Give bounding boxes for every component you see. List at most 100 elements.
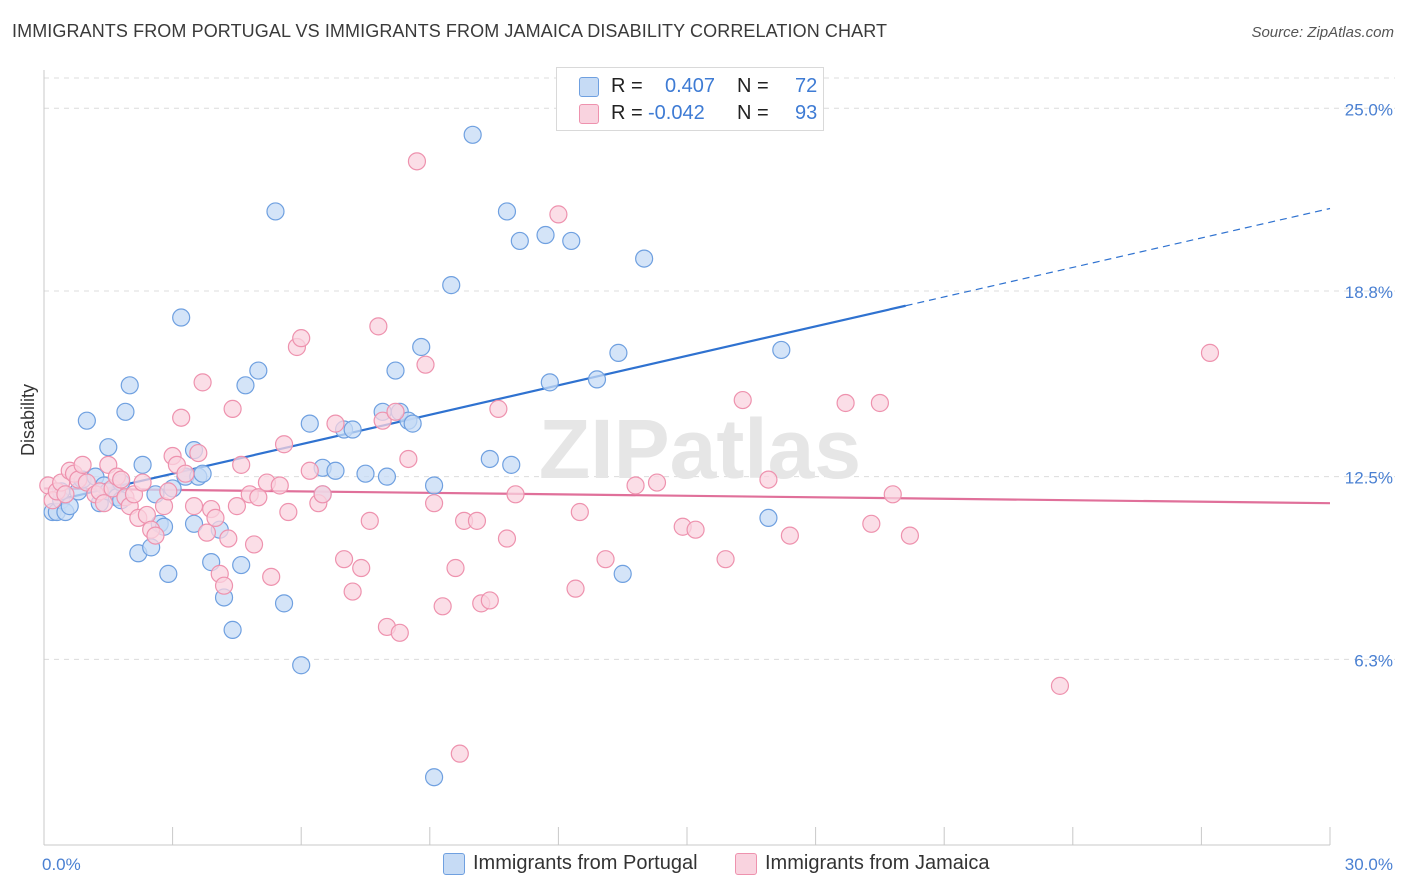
jamaica-point — [73, 455, 92, 474]
jamaica-swatch — [735, 853, 757, 875]
portugal-point — [249, 361, 268, 380]
r-value: 0.407 — [665, 75, 716, 97]
jamaica-point — [759, 470, 778, 489]
jamaica-point — [399, 449, 418, 469]
portugal-point — [403, 414, 422, 433]
jamaica-point — [883, 485, 902, 504]
portugal-point — [232, 555, 251, 575]
jamaica-point — [480, 591, 499, 610]
portugal-point — [424, 768, 444, 787]
legend-label-portugal: Immigrants from Portugal — [473, 852, 698, 874]
jamaica-point — [566, 579, 585, 598]
portugal-point — [193, 464, 212, 483]
jamaica-point — [390, 623, 409, 642]
portugal-swatch — [579, 77, 599, 97]
jamaica-point — [836, 393, 855, 413]
axes — [43, 70, 1331, 846]
r-value: -0.042 — [648, 102, 705, 124]
x-tick-label: 30.0% — [1345, 855, 1393, 874]
portugal-point — [120, 376, 139, 395]
jamaica-point — [647, 473, 667, 492]
jamaica-point — [232, 455, 251, 474]
portugal-point — [159, 564, 178, 583]
jamaica-point — [716, 550, 735, 569]
jamaica-point — [133, 473, 152, 492]
jamaica-point — [862, 514, 881, 533]
portugal-point — [266, 202, 285, 221]
n-value: 72 — [795, 75, 818, 97]
jamaica-point — [373, 411, 392, 430]
jamaica-point — [334, 550, 354, 569]
jamaica-point — [274, 435, 294, 454]
portugal-point — [377, 467, 397, 486]
tick-labels: 6.3% 12.5% 18.8% 25.0% 0.0% 30.0% — [42, 100, 1393, 874]
portugal-point — [772, 340, 791, 360]
jamaica-point — [326, 414, 345, 433]
jamaica-point — [206, 508, 225, 528]
jamaica-point — [497, 529, 517, 548]
jamaica-point — [94, 494, 114, 513]
jamaica-point — [112, 470, 131, 489]
jamaica-point — [197, 523, 216, 542]
jamaica-point — [244, 535, 264, 554]
portugal-point — [424, 476, 444, 495]
y-tick-label: 12.5% — [1345, 469, 1393, 488]
jamaica-point — [360, 511, 379, 530]
legend-label-jamaica: Immigrants from Jamaica — [765, 852, 990, 874]
portugal-point — [172, 308, 191, 327]
jamaica-point — [369, 317, 388, 336]
y-tick-label: 18.8% — [1345, 283, 1393, 302]
portugal-point — [300, 414, 319, 433]
portugal-point — [480, 449, 499, 469]
r-label: R = — [611, 102, 643, 124]
portugal-point — [562, 231, 581, 251]
jamaica-point — [1050, 676, 1070, 695]
portugal-point — [356, 464, 375, 483]
portugal-swatch — [443, 853, 465, 875]
portugal-point — [613, 564, 632, 583]
jamaica-point — [596, 550, 615, 569]
y-axis-label: Disability — [18, 383, 38, 456]
jamaica-point — [467, 511, 487, 530]
portugal-trend-extension — [905, 207, 1331, 307]
chart-title: IMMIGRANTS FROM PORTUGAL VS IMMIGRANTS F… — [12, 21, 888, 41]
jamaica-point — [219, 529, 238, 548]
portugal-point — [184, 514, 204, 533]
n-label: N = — [737, 75, 769, 97]
jamaica-point — [407, 152, 427, 171]
portugal-point — [133, 455, 152, 474]
portugal-point — [502, 455, 521, 474]
jamaica-point — [184, 497, 204, 516]
jamaica-point — [227, 497, 246, 516]
portugal-point — [274, 594, 294, 613]
jamaica-point — [249, 488, 268, 507]
jamaica-point — [450, 744, 469, 763]
jamaica-point — [570, 502, 589, 522]
jamaica-point — [223, 399, 242, 418]
correlation-legend: R = 0.407 N = 72 R = -0.042 N = 93 — [556, 67, 824, 131]
portugal-point — [116, 402, 135, 421]
r-label: R = — [611, 75, 643, 97]
portugal-point — [635, 249, 654, 268]
x-tick-label: 0.0% — [42, 855, 81, 874]
portugal-point — [587, 370, 607, 389]
portugal-point — [412, 337, 431, 357]
jamaica-point — [343, 582, 362, 601]
jamaica-point — [870, 393, 890, 413]
jamaica-point — [626, 476, 645, 495]
jamaica-point — [313, 485, 332, 504]
jamaica-point — [189, 443, 208, 463]
portugal-point — [536, 225, 555, 245]
jamaica-point — [214, 576, 234, 595]
portugal-point — [759, 508, 778, 528]
data-points — [39, 125, 1220, 787]
jamaica-point — [780, 526, 799, 545]
jamaica-point — [193, 373, 212, 392]
jamaica-swatch — [579, 104, 599, 124]
jamaica-point — [352, 558, 371, 578]
jamaica-point — [159, 482, 178, 501]
jamaica-point — [900, 526, 920, 545]
jamaica-point — [292, 329, 311, 348]
jamaica-point — [56, 485, 75, 504]
